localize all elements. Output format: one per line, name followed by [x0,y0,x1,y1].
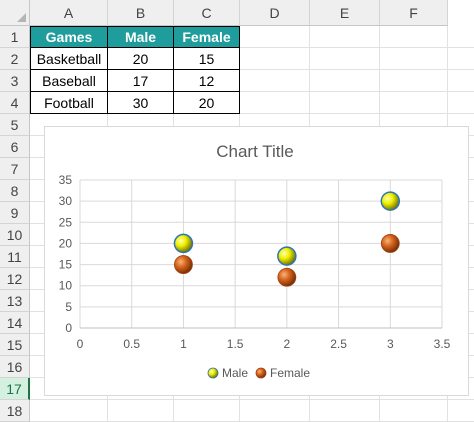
table-cell[interactable]: 17 [108,70,174,92]
y-tick-label: 15 [59,258,73,272]
row-header-4[interactable]: 4 [0,92,30,114]
table-header-cell[interactable]: Games [30,26,108,48]
row-header-10[interactable]: 10 [0,224,30,246]
gridline-row [30,91,474,92]
table-cell[interactable]: 20 [108,48,174,70]
row-header-15[interactable]: 15 [0,334,30,356]
x-tick-label: 0.5 [123,337,140,351]
table-cell[interactable]: 12 [174,70,240,92]
gridline-row [30,69,474,70]
row-header-12[interactable]: 12 [0,268,30,290]
gridline-row [30,47,474,48]
row-header-6[interactable]: 6 [0,136,30,158]
table-cell[interactable]: 20 [174,92,240,114]
row-header-14[interactable]: 14 [0,312,30,334]
data-point-female[interactable] [380,234,400,253]
chart-canvas: Chart Title 0 5 10 15 20 25 30 35 0 0.5 1 1.5 2 2.5 3 3… [59,142,451,380]
x-tick-label: 3 [387,337,394,351]
data-point-male[interactable] [173,233,194,254]
column-header-a[interactable]: A [30,0,108,26]
row-header-11[interactable]: 11 [0,246,30,268]
row-header-18[interactable]: 18 [0,400,30,422]
table-cell[interactable]: Basketball [30,48,108,70]
legend-label-male[interactable]: Male [222,366,248,380]
column-header-c[interactable]: C [174,0,240,26]
x-tick-label: 1 [180,337,187,351]
legend-marker-female [255,367,267,379]
table-cell[interactable]: Baseball [30,70,108,92]
data-point-male[interactable] [277,246,297,266]
chart-title[interactable]: Chart Title [216,142,293,161]
row-header-9[interactable]: 9 [0,202,30,224]
data-point-female[interactable] [277,267,297,287]
column-header-f[interactable]: F [380,0,448,26]
y-tick-label: 10 [59,279,73,293]
x-tick-label: 0 [77,337,84,351]
gridline-row [30,113,474,114]
legend-label-female[interactable]: Female [270,366,310,380]
column-header-e[interactable]: E [310,0,380,26]
row-header-2[interactable]: 2 [0,48,30,70]
table-header-cell[interactable]: Female [174,26,240,48]
x-tick-label: 1.5 [227,337,244,351]
row-header-8[interactable]: 8 [0,180,30,202]
x-tick-label: 3.5 [434,337,451,351]
table-cell[interactable]: 30 [108,92,174,114]
row-header-1[interactable]: 1 [0,26,30,48]
legend-marker-male [207,367,219,379]
column-header-d[interactable]: D [240,0,310,26]
row-header-5[interactable]: 5 [0,114,30,136]
row-header-16[interactable]: 16 [0,356,30,378]
y-tick-label: 35 [59,173,73,187]
data-point-female[interactable] [174,255,193,274]
table-header-cell[interactable]: Male [108,26,174,48]
data-point-male[interactable] [380,191,401,211]
row-header-3[interactable]: 3 [0,70,30,92]
y-tick-label: 0 [65,321,72,335]
x-tick-label: 2 [284,337,291,351]
column-header-b[interactable]: B [108,0,174,26]
row-header-17[interactable]: 17 [0,378,30,400]
table-cell[interactable]: Football [30,92,108,114]
y-tick-label: 30 [59,194,73,208]
select-all-corner[interactable] [0,0,30,26]
y-tick-label: 5 [65,300,72,314]
y-tick-label: 25 [59,215,73,229]
gridline-row [30,399,474,400]
y-tick-label: 20 [59,236,73,250]
row-header-7[interactable]: 7 [0,158,30,180]
scatter-chart[interactable]: Chart Title 0 5 10 15 20 25 30 35 0 0.5 1 1.5 2 2.5 3 3… [44,126,469,396]
row-header-13[interactable]: 13 [0,290,30,312]
table-cell[interactable]: 15 [174,48,240,70]
x-tick-label: 2.5 [330,337,347,351]
